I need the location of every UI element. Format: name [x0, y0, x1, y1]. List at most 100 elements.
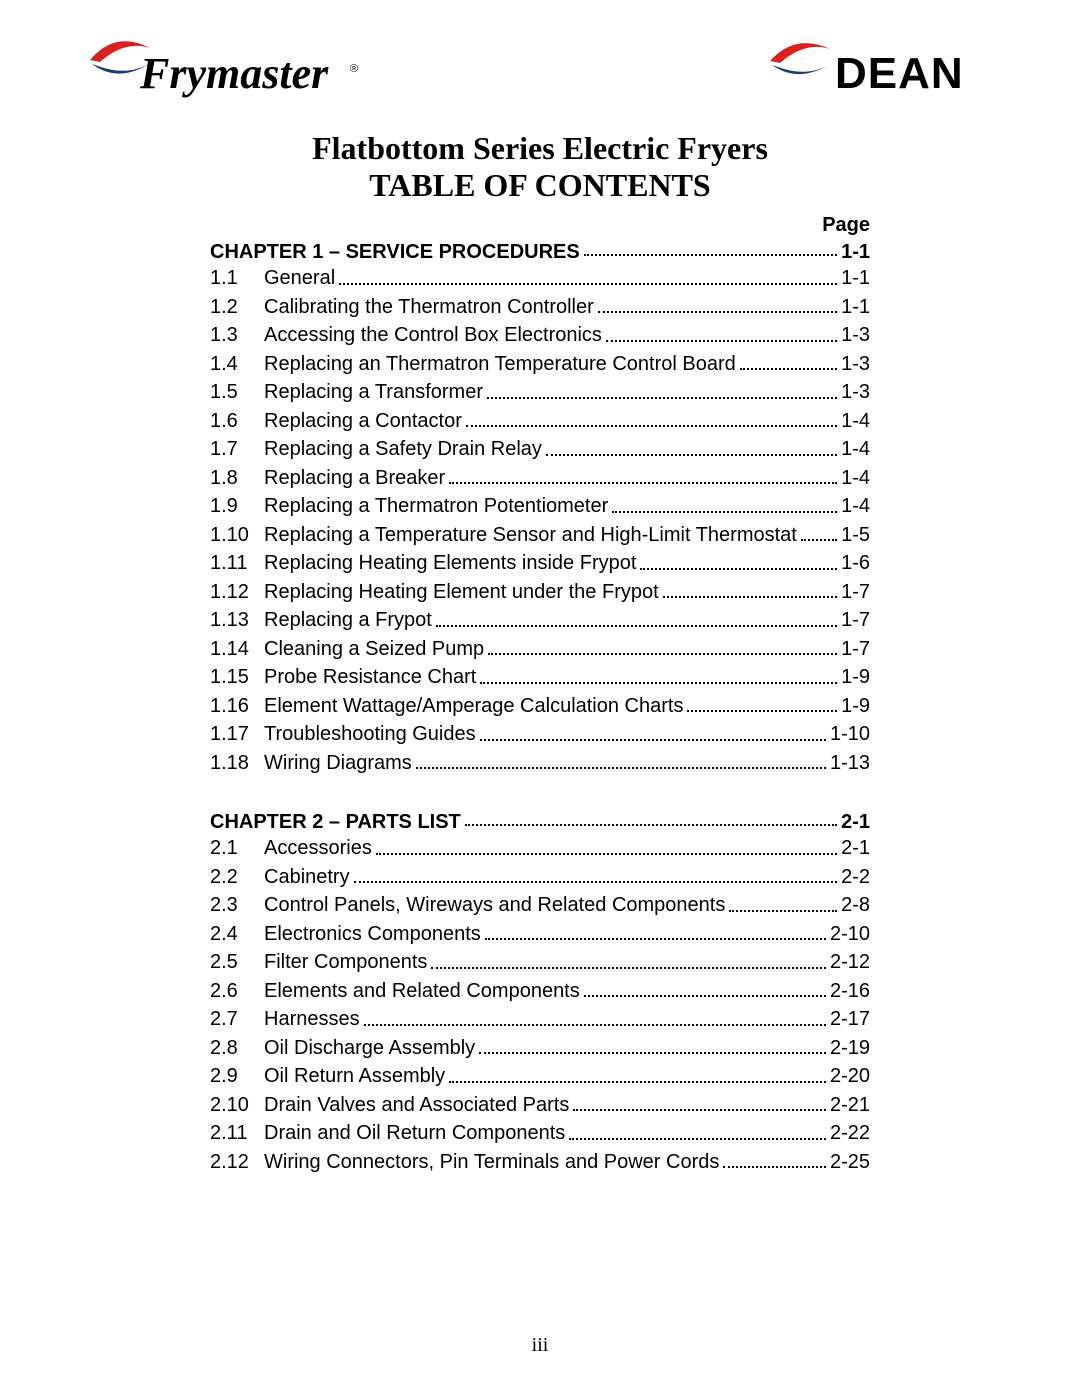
- entry-page: 1-1: [841, 264, 870, 293]
- entry-title: Replacing Heating Element under the Fryp…: [264, 578, 659, 607]
- leader-dots: [487, 396, 837, 399]
- entry-number: 1.11: [210, 549, 264, 578]
- leader-dots: [801, 538, 837, 541]
- toc-entry: 1.17Troubleshooting Guides1-10: [210, 720, 870, 749]
- entry-title: Wiring Connectors, Pin Terminals and Pow…: [264, 1148, 719, 1177]
- entry-title: Replacing a Frypot: [264, 606, 432, 635]
- leader-dots: [466, 424, 837, 427]
- entry-page: 1-1: [841, 293, 870, 322]
- leader-dots: [612, 510, 837, 513]
- chapter-label: CHAPTER 2 – PARTS LIST: [210, 811, 461, 834]
- entry-title: Harnesses: [264, 1005, 360, 1034]
- entry-title: Accessing the Control Box Electronics: [264, 321, 602, 350]
- entry-number: 1.5: [210, 378, 264, 407]
- page-number-footer: iii: [0, 1334, 1080, 1357]
- entry-title: Replacing a Transformer: [264, 378, 483, 407]
- entry-number: 1.15: [210, 663, 264, 692]
- entry-page: 1-5: [841, 521, 870, 550]
- entry-page: 2-12: [830, 948, 870, 977]
- entry-title: Oil Discharge Assembly: [264, 1034, 475, 1063]
- toc-entry: 2.3Control Panels, Wireways and Related …: [210, 891, 870, 920]
- entry-title: Cabinetry: [264, 863, 350, 892]
- toc-entry: 2.1Accessories2-1: [210, 834, 870, 863]
- entry-number: 1.7: [210, 435, 264, 464]
- entry-number: 2.10: [210, 1091, 264, 1120]
- entry-title: Replacing a Contactor: [264, 407, 462, 436]
- entry-title: Oil Return Assembly: [264, 1062, 445, 1091]
- entry-title: Electronics Components: [264, 920, 481, 949]
- entry-title: Replacing Heating Elements inside Frypot: [264, 549, 636, 578]
- entry-page: 2-21: [830, 1091, 870, 1120]
- leader-dots: [376, 852, 837, 855]
- toc-entry: 1.11Replacing Heating Elements inside Fr…: [210, 549, 870, 578]
- entry-number: 1.1: [210, 264, 264, 293]
- leader-dots: [573, 1108, 826, 1111]
- leader-dots: [449, 481, 837, 484]
- leader-dots: [364, 1023, 826, 1026]
- leader-dots: [663, 595, 837, 598]
- entry-page: 1-4: [841, 407, 870, 436]
- entry-page: 1-3: [841, 378, 870, 407]
- entry-page: 2-2: [841, 863, 870, 892]
- entry-number: 2.6: [210, 977, 264, 1006]
- toc-entry: 1.10Replacing a Temperature Sensor and H…: [210, 521, 870, 550]
- entry-page: 2-10: [830, 920, 870, 949]
- entry-page: 1-10: [830, 720, 870, 749]
- entry-title: Wiring Diagrams: [264, 749, 412, 778]
- toc-entry: 1.9Replacing a Thermatron Potentiometer1…: [210, 492, 870, 521]
- toc-entry: 2.5Filter Components 2-12: [210, 948, 870, 977]
- leader-dots: [480, 681, 837, 684]
- toc-entry: 1.18Wiring Diagrams1-13: [210, 749, 870, 778]
- leader-dots: [488, 652, 837, 655]
- leader-dots: [416, 766, 826, 769]
- entry-page: 1-3: [841, 350, 870, 379]
- entry-title: Cleaning a Seized Pump: [264, 635, 484, 664]
- entry-title: Filter Components: [264, 948, 427, 977]
- leader-dots: [465, 823, 837, 826]
- toc-entry: 2.9Oil Return Assembly2-20: [210, 1062, 870, 1091]
- leader-dots: [687, 709, 837, 712]
- title-block: Flatbottom Series Electric Fryers TABLE …: [70, 130, 1010, 204]
- chapter-label: CHAPTER 1 – SERVICE PROCEDURES: [210, 241, 580, 264]
- entry-title: Replacing a Breaker: [264, 464, 445, 493]
- entry-number: 1.4: [210, 350, 264, 379]
- entry-title: Replacing a Safety Drain Relay: [264, 435, 542, 464]
- leader-dots: [479, 1051, 826, 1054]
- entry-page: 2-1: [841, 834, 870, 863]
- header: Frymaster ® DEAN: [70, 30, 1010, 105]
- chapter-page: 2-1: [841, 811, 870, 834]
- leader-dots: [584, 994, 826, 997]
- entry-title: General: [264, 264, 335, 293]
- toc-entry: 1.14Cleaning a Seized Pump1-7: [210, 635, 870, 664]
- entry-number: 2.1: [210, 834, 264, 863]
- toc-entry: 2.11Drain and Oil Return Components2-22: [210, 1119, 870, 1148]
- entry-number: 1.17: [210, 720, 264, 749]
- entry-title: Elements and Related Components: [264, 977, 580, 1006]
- doc-title: Flatbottom Series Electric Fryers: [70, 130, 1010, 167]
- entry-page: 1-9: [841, 663, 870, 692]
- entry-number: 2.4: [210, 920, 264, 949]
- entry-number: 1.6: [210, 407, 264, 436]
- toc-entry: 2.7Harnesses2-17: [210, 1005, 870, 1034]
- leader-dots: [606, 339, 837, 342]
- frymaster-logo: Frymaster ®: [70, 30, 370, 105]
- entry-page: 2-25: [830, 1148, 870, 1177]
- entry-number: 2.5: [210, 948, 264, 977]
- toc-entry: 2.6Elements and Related Components2-16: [210, 977, 870, 1006]
- document-page: Frymaster ® DEAN Flatbottom Series Elect…: [0, 0, 1080, 1397]
- leader-dots: [485, 937, 826, 940]
- entry-page: 1-13: [830, 749, 870, 778]
- toc-entry: 2.8Oil Discharge Assembly2-19: [210, 1034, 870, 1063]
- chapter-page: 1-1: [841, 241, 870, 264]
- entry-number: 2.9: [210, 1062, 264, 1091]
- dean-logo: DEAN: [760, 33, 1010, 103]
- toc-entry: 1.4Replacing an Thermatron Temperature C…: [210, 350, 870, 379]
- leader-dots: [723, 1165, 826, 1168]
- leader-dots: [449, 1080, 826, 1083]
- leader-dots: [569, 1137, 826, 1140]
- toc-entry: 1.12Replacing Heating Element under the …: [210, 578, 870, 607]
- toc-entry: 1.13Replacing a Frypot1-7: [210, 606, 870, 635]
- entry-title: Probe Resistance Chart: [264, 663, 476, 692]
- entry-page: 1-4: [841, 464, 870, 493]
- entry-title: Drain and Oil Return Components: [264, 1119, 565, 1148]
